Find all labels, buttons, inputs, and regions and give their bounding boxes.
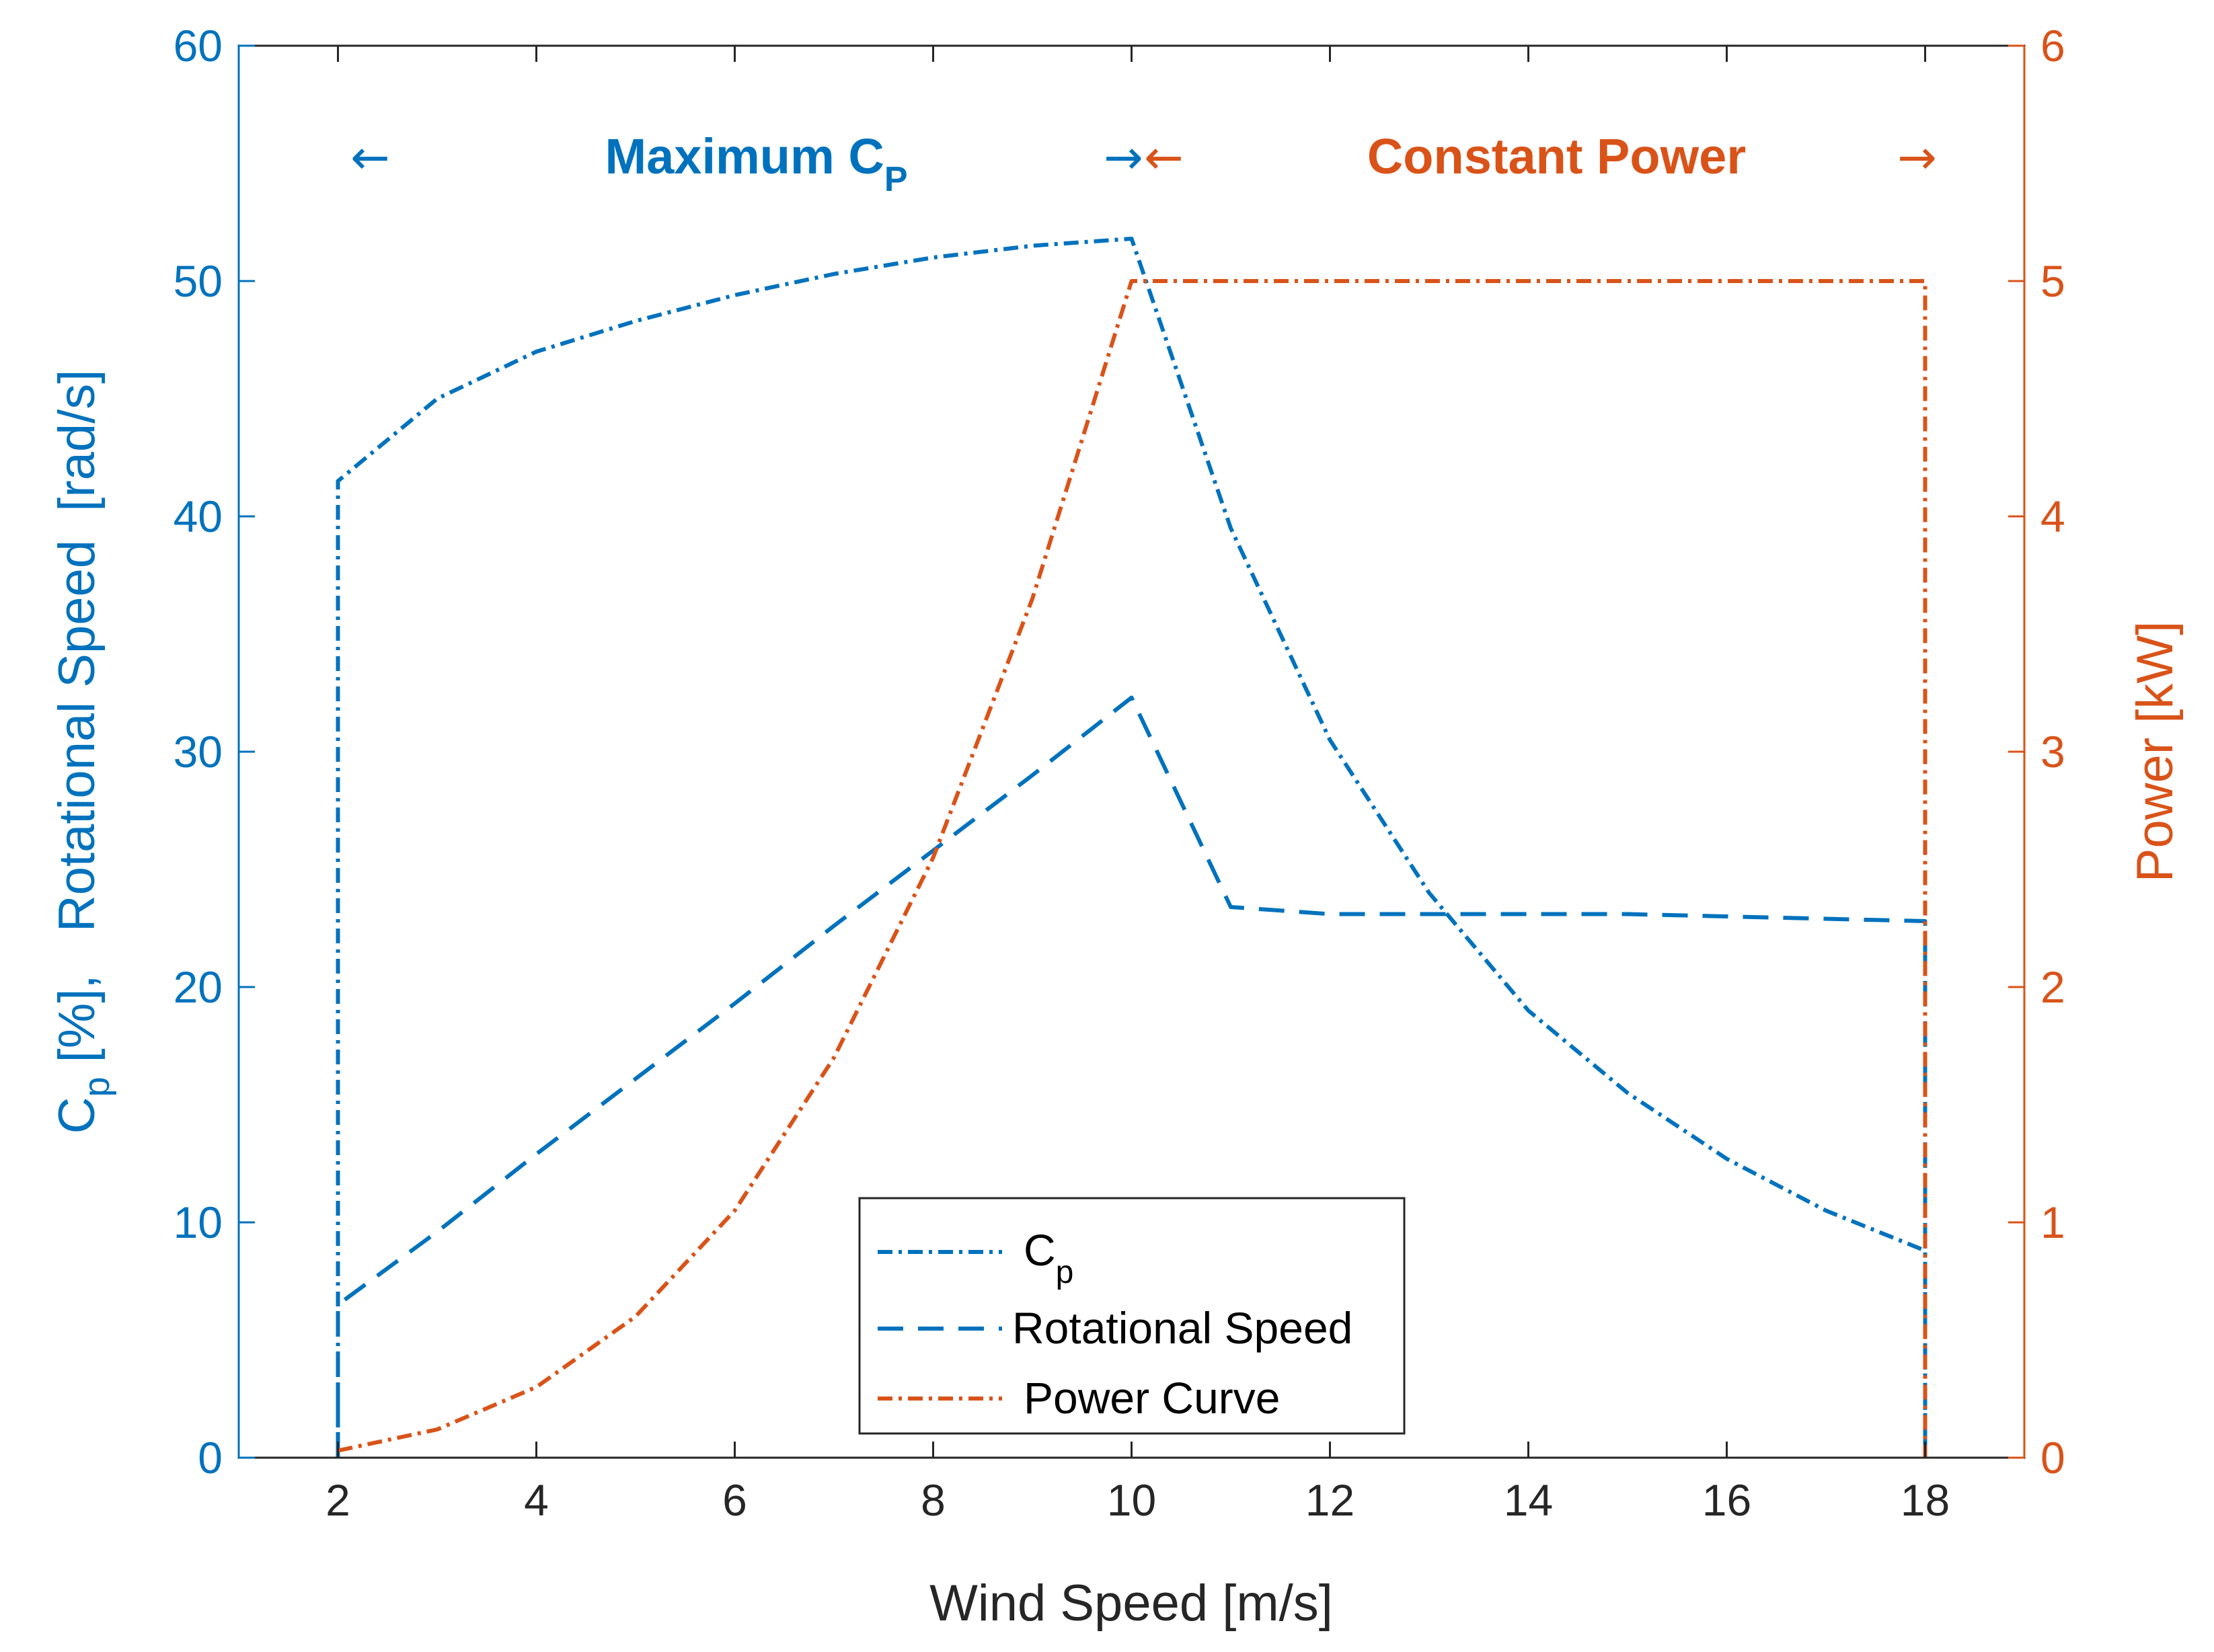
y-axis-left-label-rest: [%], Rotational Speed [rad/s] [48, 370, 106, 1077]
series-line-power-curve [337, 279, 1927, 1458]
y-right-tick-label: 1 [2040, 1197, 2065, 1247]
y-right-tick-label: 4 [2040, 491, 2065, 541]
y-left-tick-label: 0 [198, 1433, 223, 1483]
legend-label-cp-main: C [1024, 1225, 1056, 1275]
legend: Cp Rotational Speed Power Curve [858, 1197, 1406, 1435]
y-left-tick-label: 10 [174, 1197, 223, 1247]
region-right-arrow: → [1897, 130, 1937, 185]
series-line-cp [336, 237, 1927, 1458]
x-tick-label: 6 [722, 1475, 747, 1525]
region-label: Maximum CP [605, 128, 908, 199]
x-tick-label: 2 [326, 1475, 350, 1525]
y-right-tick-label: 3 [2040, 727, 2065, 777]
legend-label-power-curve: Power Curve [1024, 1373, 1280, 1423]
region-label-main: Maximum C [605, 128, 884, 184]
series-layer [336, 237, 1927, 1458]
y-left-tick-label: 20 [174, 962, 223, 1012]
y-axis-left-label-main: C [48, 1097, 106, 1134]
y-left-tick-label: 40 [174, 491, 223, 541]
y-axis-left-label-sub: p [77, 1076, 117, 1097]
legend-box [858, 1197, 1406, 1435]
region-label-sub: P [884, 160, 908, 199]
region-left-arrow: ← [350, 130, 390, 185]
x-axis-label: Wind Speed [m/s] [929, 1575, 1333, 1632]
x-tick-label: 8 [921, 1475, 946, 1525]
y-axis-right-label: Power [kW] [2127, 621, 2184, 883]
y-right-tick-label: 2 [2040, 962, 2065, 1012]
legend-label-cp: Cp [1024, 1225, 1073, 1290]
region-label-main: Constant Power [1367, 128, 1746, 184]
legend-label-rotational-speed: Rotational Speed [1012, 1303, 1352, 1353]
region-layer: ← →Maximum CP ← →Constant Power [350, 128, 1937, 199]
x-tick-label: 14 [1504, 1475, 1553, 1525]
x-tick-label: 18 [1901, 1475, 1950, 1525]
y-right-tick-label: 5 [2040, 256, 2065, 306]
region-label: Constant Power [1367, 128, 1746, 184]
series-line-rotational-speed [336, 695, 1927, 1458]
region-left-arrow: ← [1144, 130, 1184, 185]
x-tick-label: 16 [1702, 1475, 1751, 1525]
y-right-tick-label: 6 [2040, 21, 2065, 71]
x-tick-label: 12 [1305, 1475, 1354, 1525]
y-left-tick-label: 60 [174, 21, 223, 71]
x-tick-label: 4 [524, 1475, 549, 1525]
y-right-tick-label: 0 [2040, 1433, 2065, 1483]
y-axis-left-label: Cp [%], Rotational Speed [rad/s] [48, 370, 117, 1134]
legend-label-cp-sub: p [1056, 1255, 1074, 1290]
y-left-tick-label: 50 [174, 256, 223, 306]
y-left-tick-label: 30 [174, 727, 223, 777]
x-tick-label: 10 [1107, 1475, 1156, 1525]
region-right-arrow: → [1104, 130, 1143, 185]
